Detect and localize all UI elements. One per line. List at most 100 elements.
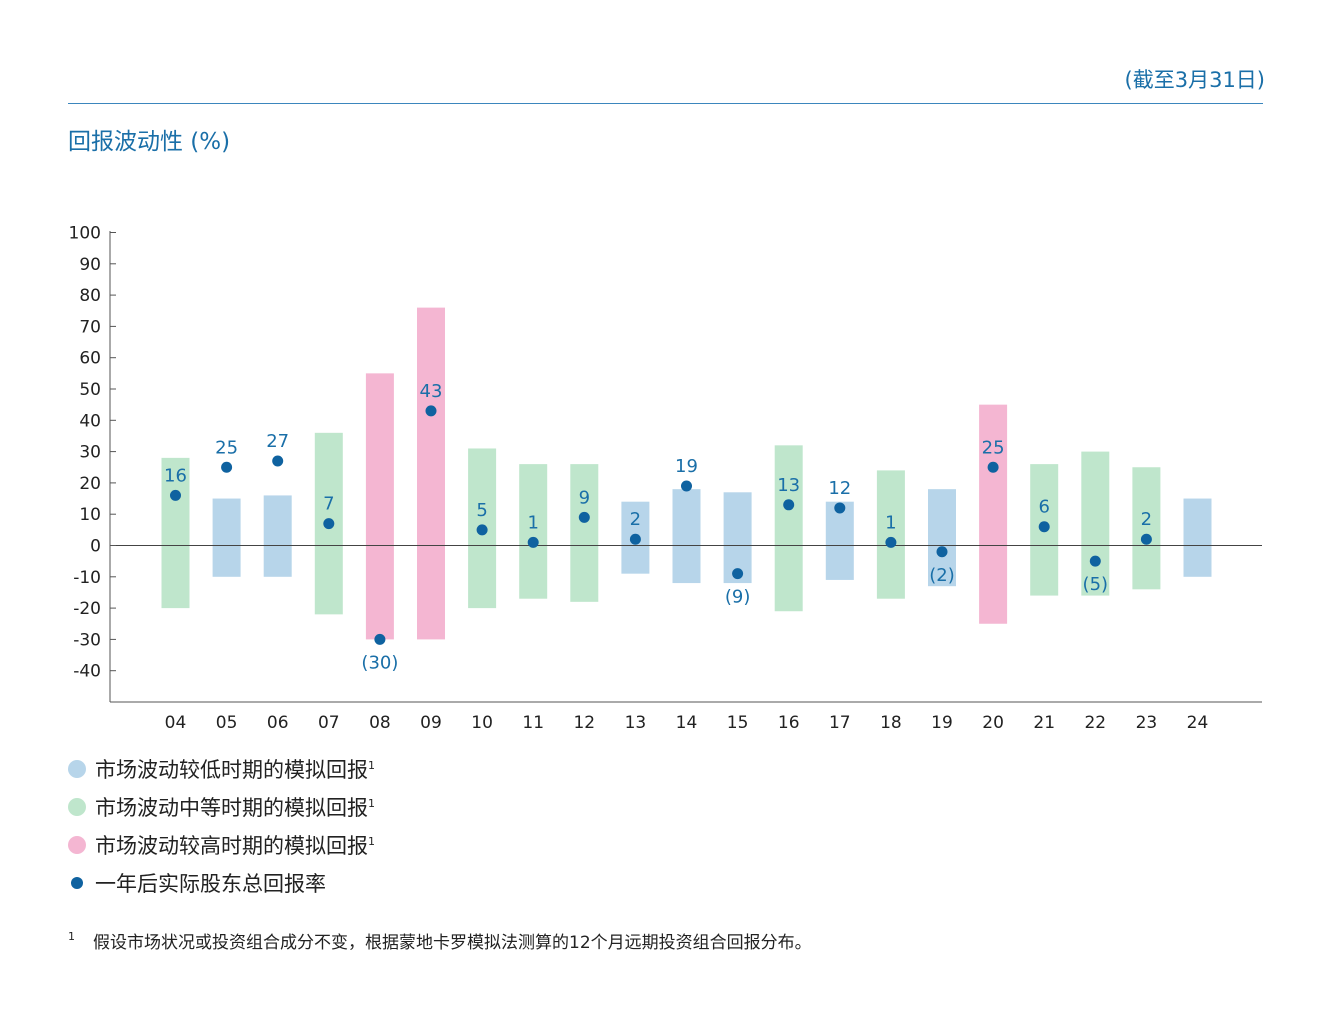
legend-swatch-low bbox=[68, 760, 86, 778]
tsr-point-22 bbox=[1089, 555, 1101, 567]
y-tick-label--30: -30 bbox=[73, 630, 101, 650]
tsr-point-11 bbox=[527, 536, 539, 548]
legend-swatch-mid bbox=[68, 798, 86, 816]
tsr-label-08: (30) bbox=[361, 652, 398, 673]
range-bar-05 bbox=[212, 498, 241, 577]
tsr-label-15: (9) bbox=[725, 587, 751, 608]
x-tick-label-06: 06 bbox=[267, 713, 289, 733]
y-tick-label-100: 100 bbox=[69, 224, 101, 244]
x-tick-label-05: 05 bbox=[216, 713, 238, 733]
tsr-label-07: 7 bbox=[323, 494, 334, 515]
range-bar-11 bbox=[519, 464, 548, 599]
x-tick-label-13: 13 bbox=[625, 713, 647, 733]
legend-item-high: 市场波动较高时期的模拟回报1 bbox=[68, 826, 375, 864]
x-tick-label-22: 22 bbox=[1084, 713, 1106, 733]
range-bar-09 bbox=[417, 307, 445, 640]
tsr-point-10 bbox=[476, 524, 488, 536]
range-bar-17 bbox=[825, 501, 854, 580]
tsr-point-05 bbox=[221, 461, 233, 473]
y-tick-label-10: 10 bbox=[79, 505, 101, 525]
tsr-label-13: 2 bbox=[630, 509, 641, 530]
tsr-label-20: 25 bbox=[982, 437, 1005, 458]
x-tick-label-14: 14 bbox=[676, 713, 698, 733]
tsr-point-16 bbox=[783, 499, 795, 511]
y-tick-label-60: 60 bbox=[79, 349, 101, 369]
tsr-label-05: 25 bbox=[215, 437, 238, 458]
tsr-label-10: 5 bbox=[476, 500, 487, 521]
x-tick-label-12: 12 bbox=[573, 713, 595, 733]
tsr-point-13 bbox=[629, 533, 641, 545]
tsr-label-11: 1 bbox=[527, 512, 538, 533]
x-tick-label-17: 17 bbox=[829, 713, 851, 733]
footnote-text: 假设市场状况或投资组合成分不变，根据蒙地卡罗模拟法测算的12个月远期投资组合回报… bbox=[93, 933, 812, 953]
tsr-point-07 bbox=[323, 518, 335, 530]
as-of-date: (截至3月31日) bbox=[1124, 68, 1265, 92]
y-tick-label-20: 20 bbox=[79, 474, 101, 494]
x-tick-label-18: 18 bbox=[880, 713, 902, 733]
y-tick-label-70: 70 bbox=[79, 317, 101, 337]
tsr-label-04: 16 bbox=[164, 465, 187, 486]
x-tick-label-07: 07 bbox=[318, 713, 340, 733]
tsr-label-06: 27 bbox=[266, 431, 289, 452]
tsr-point-17 bbox=[834, 502, 846, 514]
y-tick-label--10: -10 bbox=[73, 568, 101, 588]
tsr-point-15 bbox=[732, 568, 744, 580]
x-tick-label-08: 08 bbox=[369, 713, 391, 733]
tsr-point-14 bbox=[681, 480, 692, 492]
range-bar-12 bbox=[570, 464, 599, 602]
tsr-label-09: 43 bbox=[420, 381, 443, 402]
tsr-point-04 bbox=[170, 489, 181, 501]
range-bar-19 bbox=[928, 489, 956, 587]
x-tick-label-19: 19 bbox=[931, 713, 953, 733]
x-tick-label-16: 16 bbox=[778, 713, 800, 733]
x-tick-label-24: 24 bbox=[1187, 713, 1209, 733]
y-tick-label-50: 50 bbox=[79, 380, 101, 400]
tsr-point-09 bbox=[425, 405, 437, 417]
legend-label-actual-tsr: 一年后实际股东总回报率 bbox=[95, 872, 326, 896]
tsr-label-21: 6 bbox=[1038, 497, 1049, 518]
footnote-mark: 1 bbox=[68, 930, 75, 943]
tsr-point-21 bbox=[1038, 521, 1050, 533]
tsr-point-12 bbox=[578, 511, 590, 523]
x-tick-label-10: 10 bbox=[471, 713, 493, 733]
legend-label-mid: 市场波动中等时期的模拟回报1 bbox=[95, 796, 375, 820]
legend-item-low: 市场波动较低时期的模拟回报1 bbox=[68, 750, 375, 788]
tsr-label-17: 12 bbox=[828, 478, 851, 499]
range-bar-16 bbox=[774, 445, 803, 612]
legend-label-low: 市场波动较低时期的模拟回报1 bbox=[95, 758, 375, 782]
tsr-point-08 bbox=[374, 633, 386, 645]
tsr-point-06 bbox=[272, 455, 284, 467]
y-tick-label-0: 0 bbox=[90, 537, 101, 557]
range-bar-14 bbox=[672, 489, 701, 584]
range-bar-15 bbox=[723, 492, 752, 584]
tsr-point-23 bbox=[1140, 533, 1152, 545]
tsr-point-19 bbox=[936, 546, 948, 558]
tsr-label-23: 2 bbox=[1141, 509, 1152, 530]
range-bar-24 bbox=[1183, 498, 1212, 577]
y-tick-label--40: -40 bbox=[73, 662, 101, 682]
x-tick-label-04: 04 bbox=[165, 713, 187, 733]
tsr-label-12: 9 bbox=[579, 487, 590, 508]
chart-title: 回报波动性 (%) bbox=[68, 129, 231, 155]
tsr-point-20 bbox=[987, 461, 999, 473]
legend-item-mid: 市场波动中等时期的模拟回报1 bbox=[68, 788, 375, 826]
range-bar-06 bbox=[263, 495, 292, 577]
footnote: 1 假设市场状况或投资组合成分不变，根据蒙地卡罗模拟法测算的12个月远期投资组合… bbox=[68, 928, 812, 953]
tsr-label-14: 19 bbox=[675, 456, 698, 477]
range-bar-08 bbox=[365, 373, 394, 640]
y-tick-label--20: -20 bbox=[73, 599, 101, 619]
x-tick-label-23: 23 bbox=[1136, 713, 1158, 733]
tsr-point-18 bbox=[885, 536, 897, 548]
range-bar-18 bbox=[876, 470, 905, 599]
range-bar-20 bbox=[979, 404, 1008, 624]
legend-label-high: 市场波动较高时期的模拟回报1 bbox=[95, 834, 375, 858]
legend-swatch-dot bbox=[71, 877, 83, 889]
y-tick-label-30: 30 bbox=[79, 443, 101, 463]
header-divider bbox=[68, 103, 1263, 104]
tsr-label-19: (2) bbox=[929, 565, 955, 586]
range-bar-04 bbox=[161, 457, 190, 609]
tsr-label-22: (5) bbox=[1083, 574, 1109, 595]
x-tick-label-20: 20 bbox=[982, 713, 1004, 733]
range-bar-23 bbox=[1132, 467, 1161, 590]
